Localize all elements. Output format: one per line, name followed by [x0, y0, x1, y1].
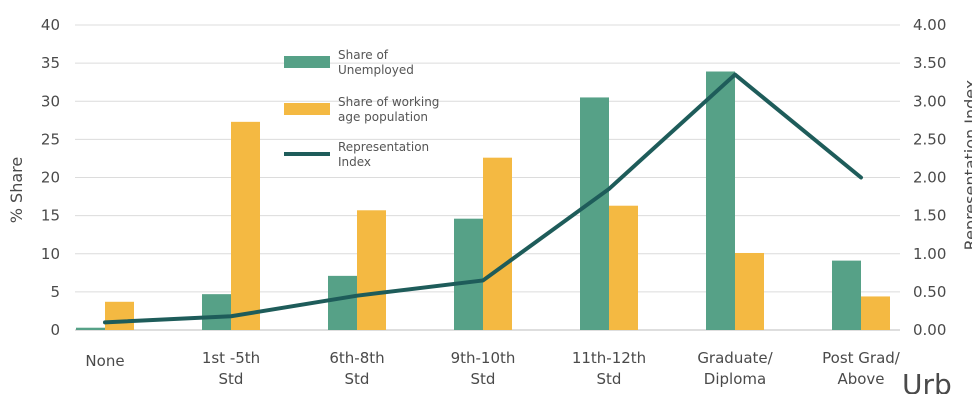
y-tick-label: 40: [41, 16, 60, 34]
bar-working-age: [483, 157, 512, 330]
y2-tick-label: 3.50: [913, 54, 946, 72]
bar-unemployed: [706, 71, 735, 330]
y-tick-label: 15: [41, 207, 60, 225]
y2-tick-label: 2.00: [913, 169, 946, 187]
y-axis-title: % Share: [7, 157, 26, 223]
bar-unemployed: [454, 218, 483, 330]
y2-tick-label: 0.50: [913, 283, 946, 301]
y-tick-label: 10: [41, 245, 60, 263]
y2-axis-title: Representation Index: [961, 80, 972, 251]
bar-unemployed: [328, 275, 357, 330]
y2-tick-label: 0.00: [913, 321, 946, 339]
y-tick-label: 35: [41, 54, 60, 72]
y-tick-label: 5: [50, 283, 60, 301]
left-axis-ticks: 0 5 10 15 20 25 30 35 40: [41, 16, 60, 339]
y2-tick-label: 1.50: [913, 207, 946, 225]
y-tick-label: 0: [50, 321, 60, 339]
bar-working-age: [861, 296, 890, 330]
category-labels: None 1st -5th Std 6th-8th Std 9th-10th Std 11th…: [85, 349, 900, 388]
category-label: 11th-12th Std: [572, 349, 646, 388]
y-tick-label: 25: [41, 130, 60, 148]
right-axis-ticks: 0.00 0.50 1.00 1.50 2.00 2.50 3.00 3.50 4.00: [913, 16, 946, 339]
legend: Share of Unemployed Share of working age po…: [284, 48, 439, 169]
y2-tick-label: 1.00: [913, 245, 946, 263]
category-label: None: [85, 352, 124, 370]
y2-tick-label: 3.00: [913, 92, 946, 110]
bars: [76, 71, 890, 331]
legend-label: Share of Unemployed: [338, 48, 414, 77]
bar-working-age: [609, 205, 638, 330]
y-tick-label: 20: [41, 169, 60, 187]
legend-swatch: [284, 103, 330, 115]
y2-tick-label: 4.00: [913, 16, 946, 34]
legend-label: Representation Index: [338, 140, 429, 169]
bar-unemployed: [832, 260, 861, 330]
bar-unemployed: [202, 294, 231, 330]
bar-unemployed: [580, 97, 609, 330]
bar-unemployed: [76, 327, 105, 330]
y-tick-label: 30: [41, 92, 60, 110]
legend-swatch: [284, 56, 330, 68]
category-label: Graduate/Diploma: [697, 349, 773, 388]
category-label: 6th-8th Std: [329, 349, 384, 388]
bar-working-age: [357, 210, 386, 330]
category-label: 9th-10th Std: [451, 349, 516, 388]
category-label: 1st -5th Std: [202, 349, 260, 388]
bar-working-age: [231, 121, 260, 331]
bar-working-age: [735, 252, 764, 330]
bar-working-age: [105, 301, 134, 330]
partial-text: Urb: [902, 368, 952, 394]
y2-tick-label: 2.50: [913, 130, 946, 148]
representation-index-line: [103, 72, 863, 325]
category-label: Post Grad/Above: [822, 349, 901, 388]
legend-label: Share of working age population: [338, 95, 439, 124]
